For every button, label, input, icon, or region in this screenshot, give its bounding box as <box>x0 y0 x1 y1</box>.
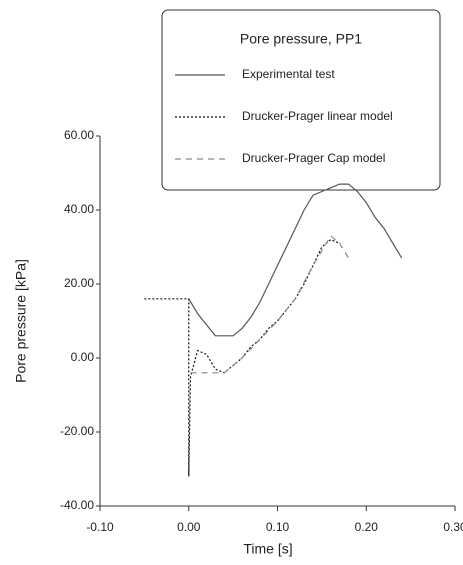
x-tick-label: -0.10 <box>86 520 114 534</box>
legend-label: Drucker-Prager Cap model <box>242 151 385 165</box>
legend-label: Drucker-Prager linear model <box>242 109 393 123</box>
y-axis-label: Pore pressure [kPa] <box>13 259 29 383</box>
y-tick-label: 60.00 <box>64 128 94 142</box>
x-tick-label: 0.20 <box>355 520 379 534</box>
data-line <box>188 183 403 337</box>
y-tick-label: 20.00 <box>64 276 94 290</box>
y-tick-label: 40.00 <box>64 202 94 216</box>
x-tick-label: 0.00 <box>177 520 201 534</box>
chart-title: Pore pressure, PP1 <box>240 31 362 47</box>
legend-label: Experimental test <box>242 67 335 81</box>
y-tick-label: -40.00 <box>60 498 94 512</box>
x-tick-label: 0.30 <box>443 520 463 534</box>
y-tick-label: 0.00 <box>71 350 95 364</box>
x-tick-label: 0.10 <box>266 520 290 534</box>
legend-box <box>161 9 441 191</box>
data-line <box>190 234 350 374</box>
x-axis-label: Time [s] <box>243 541 292 557</box>
y-tick-label: -20.00 <box>60 424 94 438</box>
